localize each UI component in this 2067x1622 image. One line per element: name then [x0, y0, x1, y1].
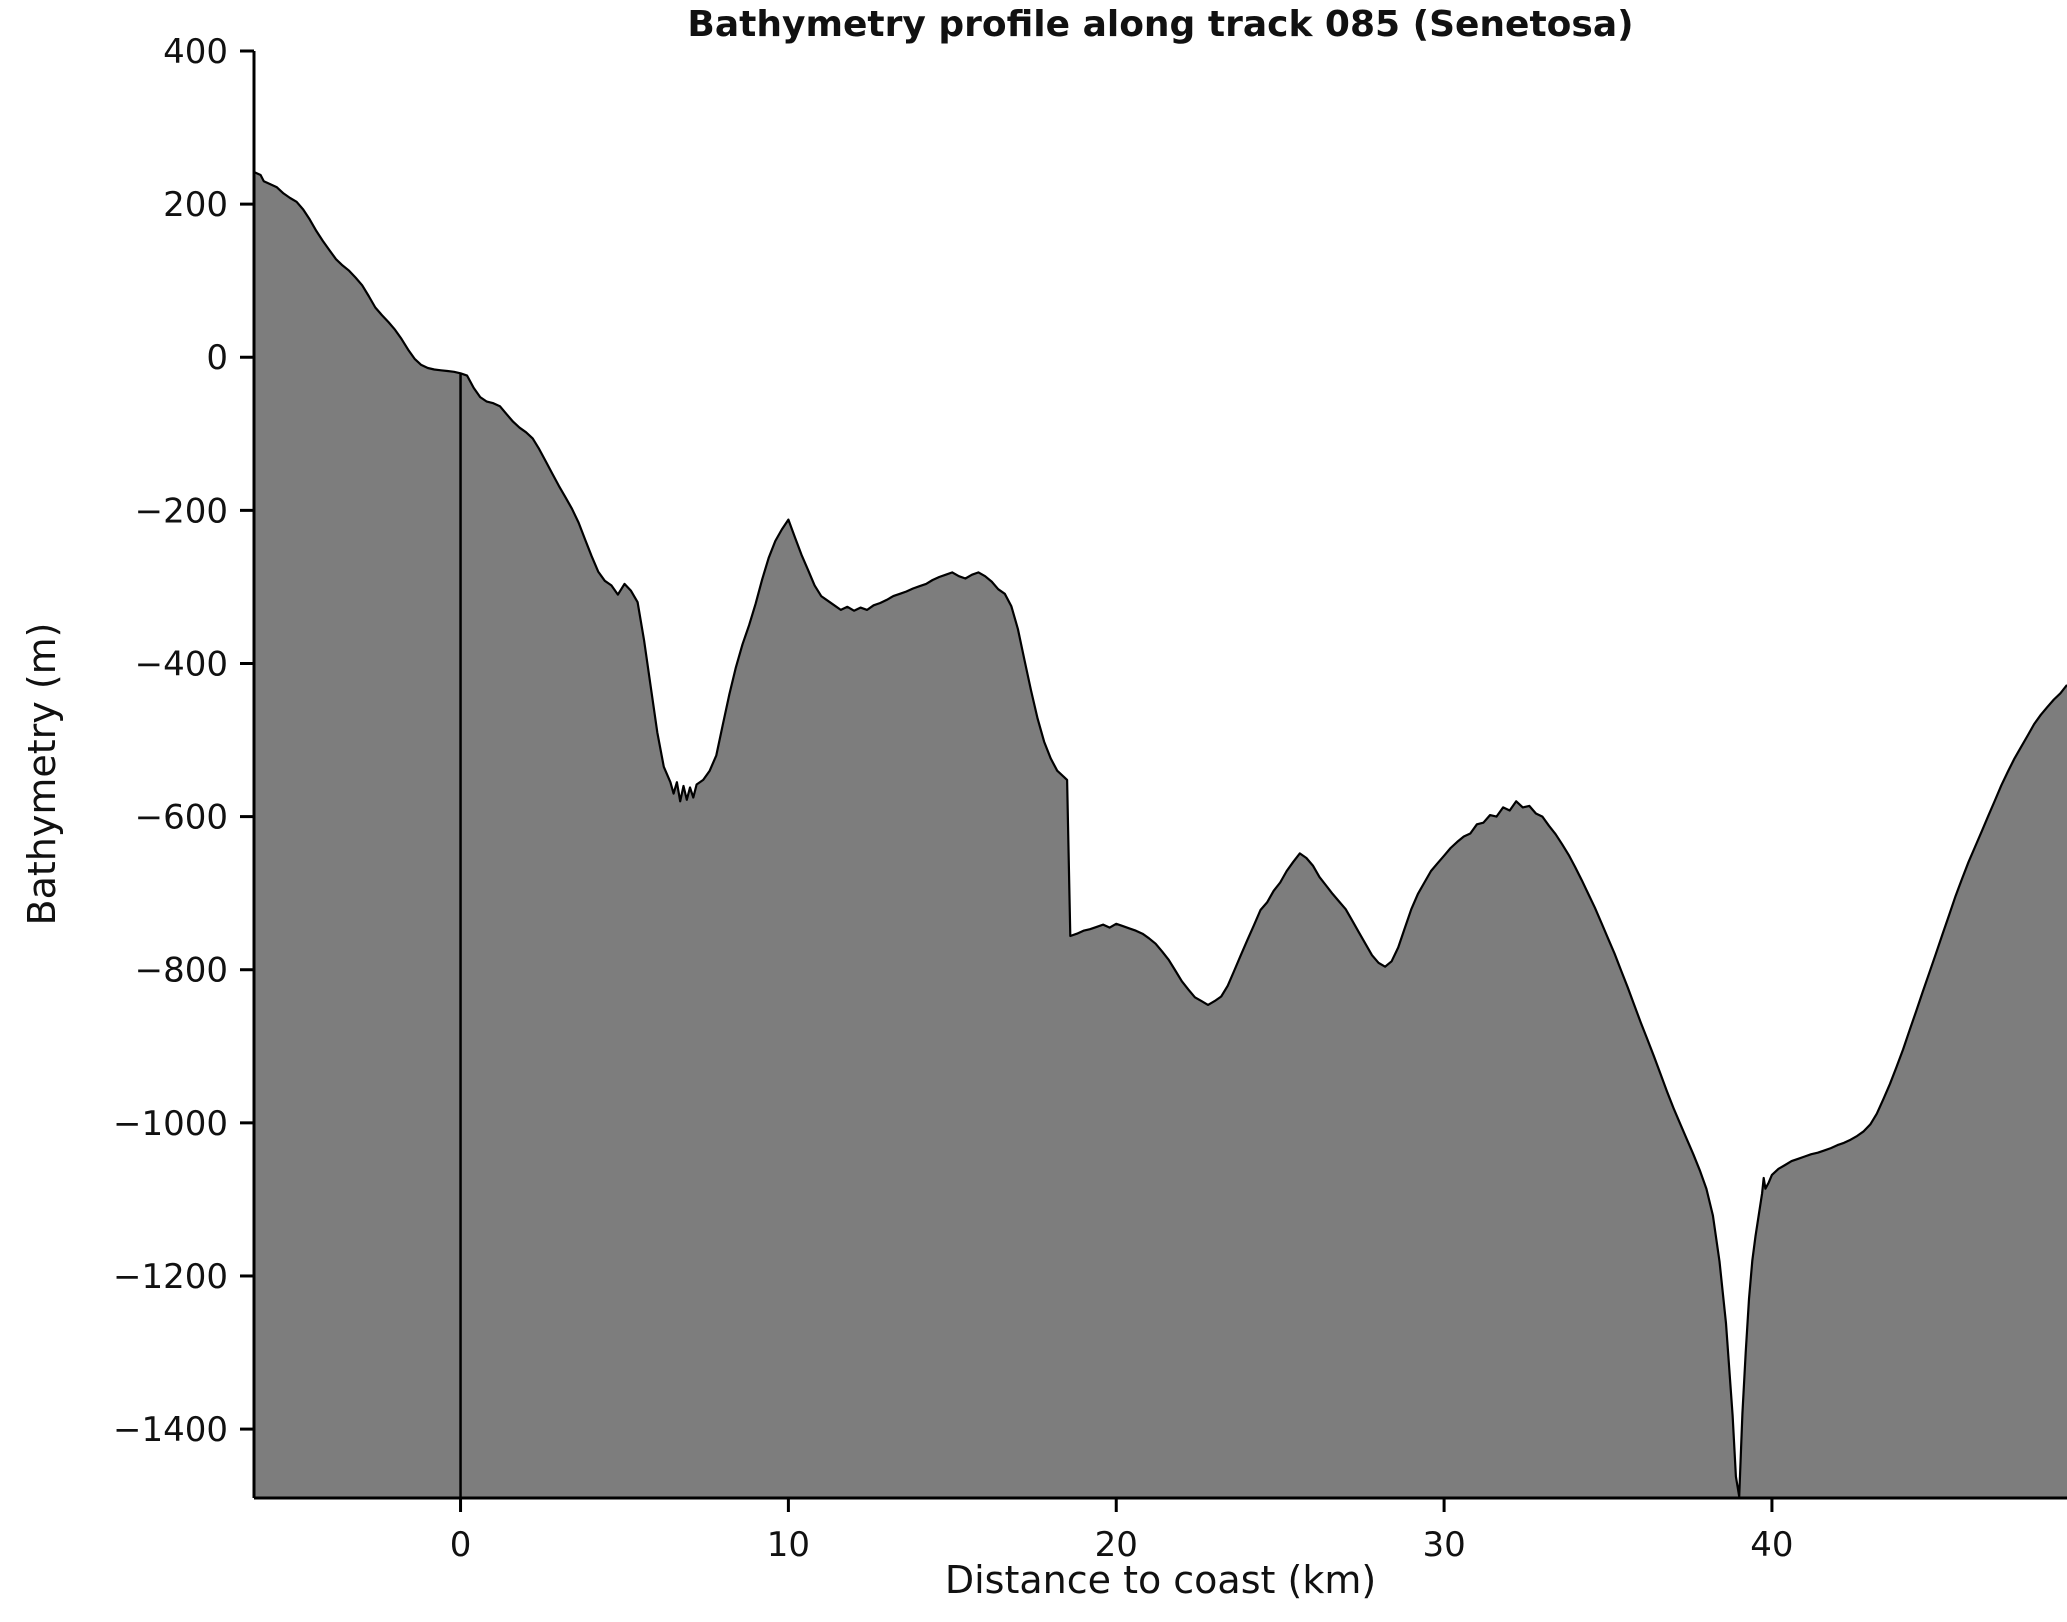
y-tick-label: −400 — [135, 644, 228, 684]
bathymetry-profile-line — [253, 170, 2067, 1498]
x-tick-label: 30 — [1422, 1525, 1465, 1565]
y-tick-label: −1000 — [113, 1104, 228, 1144]
y-tick-label: −1200 — [113, 1257, 228, 1297]
y-tick-label: −600 — [135, 798, 228, 838]
y-tick-label: 0 — [206, 338, 228, 378]
bathymetry-area-fill — [254, 172, 2067, 1498]
x-tick-label: 20 — [1095, 1525, 1138, 1565]
y-tick-label: 200 — [163, 185, 228, 225]
chart-title: Bathymetry profile along track 085 (Sene… — [687, 4, 1634, 45]
y-tick-label: −800 — [135, 951, 228, 991]
x-tick-label: 0 — [450, 1525, 472, 1565]
x-tick-label: 40 — [1750, 1525, 1793, 1565]
y-tick-label: 400 — [163, 32, 228, 72]
x-tick-label: 10 — [767, 1525, 810, 1565]
y-tick-label: −200 — [135, 491, 228, 531]
y-tick-label: −1400 — [113, 1410, 228, 1450]
x-axis-label: Distance to coast (km) — [944, 1558, 1377, 1602]
